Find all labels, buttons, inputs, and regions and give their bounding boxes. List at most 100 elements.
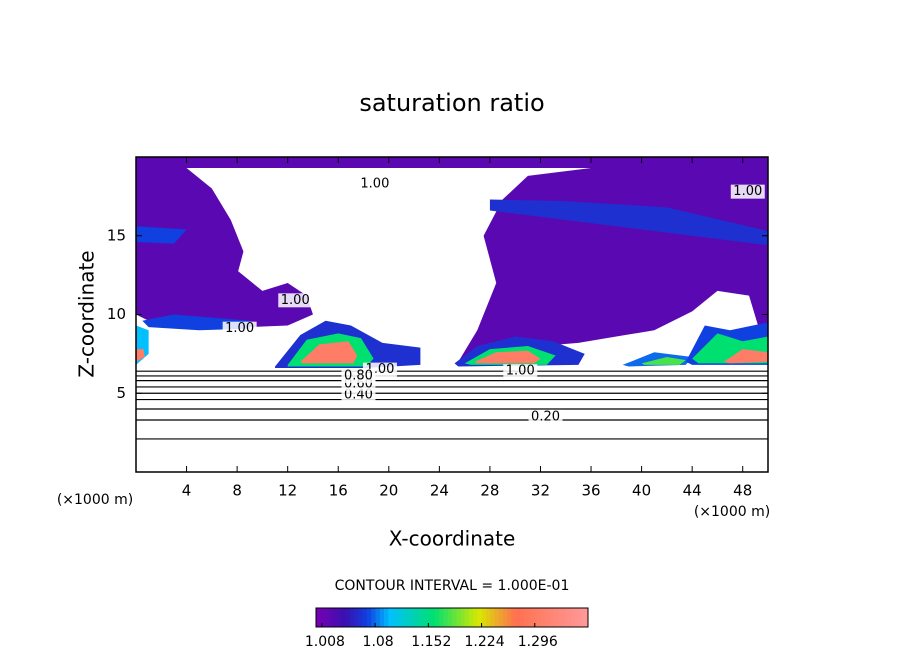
colorbar-cell <box>566 608 572 627</box>
filled-region <box>136 226 187 244</box>
filled-region <box>723 349 768 364</box>
x-tick-label: 48 <box>733 482 752 500</box>
colorbar-cell <box>579 608 585 627</box>
colorbar-cell <box>426 608 432 627</box>
colorbar-cell <box>524 608 529 627</box>
colorbar-cell <box>554 608 559 627</box>
colorbar-cell <box>520 608 525 627</box>
colorbar-cell <box>562 608 568 627</box>
x-tick-label: 12 <box>278 482 297 500</box>
colorbar-cell <box>435 608 440 627</box>
colorbar-cell <box>515 608 521 627</box>
colorbar-cell <box>333 608 338 627</box>
colorbar-cell <box>486 608 491 627</box>
colorbar-cell <box>464 608 470 627</box>
colorbar-cell <box>511 608 517 627</box>
x-tick-label: 28 <box>480 482 499 500</box>
colorbar-cell <box>507 608 512 627</box>
colorbar-cell <box>549 608 555 627</box>
colorbar-tick-label: 1.08 <box>363 634 394 650</box>
colorbar-cell <box>418 608 423 627</box>
colorbar-cell <box>384 608 389 627</box>
colorbar-cell <box>388 608 393 627</box>
colorbar-cell <box>473 608 478 627</box>
colorbar-tick-label: 1.152 <box>411 634 451 650</box>
colorbar-cell <box>503 608 508 627</box>
filled-region <box>136 349 145 362</box>
contour-label: 1.00 <box>733 184 762 199</box>
contour-label: 1.00 <box>281 293 310 308</box>
colorbar-cell <box>498 608 504 627</box>
colorbar-tick-label: 1.296 <box>518 634 558 650</box>
colorbar-cell <box>439 608 444 627</box>
colorbar-cell <box>469 608 474 627</box>
x-tick-label: 32 <box>531 482 550 500</box>
colorbar-cell <box>583 608 589 627</box>
contour-label-bg <box>357 176 392 191</box>
x-tick-label: 44 <box>683 482 702 500</box>
colorbar-cell <box>375 608 381 627</box>
contour-label: 1.00 <box>360 176 389 191</box>
colorbar-cell <box>490 608 495 627</box>
contour-label-bg <box>222 321 257 336</box>
colorbar-cell <box>532 608 538 627</box>
colorbar-cell <box>409 608 415 627</box>
colorbar-cell <box>537 608 542 627</box>
colorbar-cell <box>401 608 406 627</box>
colorbar-cell <box>396 608 402 627</box>
colorbar-cell <box>358 608 364 627</box>
x-tick-label: 20 <box>379 482 398 500</box>
colorbar-cell <box>575 608 580 627</box>
colorbar-cell <box>494 608 500 627</box>
colorbar-cell <box>392 608 398 627</box>
colorbar-cell <box>460 608 466 627</box>
colorbar-cell <box>316 608 321 627</box>
contour-label-bg <box>503 364 538 379</box>
chart-title: saturation ratio <box>359 89 544 117</box>
contour-label-bg <box>528 409 563 424</box>
colorbar-cell <box>328 608 334 627</box>
x-axis-label: X-coordinate <box>389 527 516 551</box>
contour-label-bg <box>278 293 313 308</box>
colorbar-cell <box>443 608 449 627</box>
colorbar-cell <box>379 608 385 627</box>
colorbar-cell <box>558 608 563 627</box>
colorbar-cell <box>371 608 376 627</box>
filled-region <box>489 199 768 246</box>
colorbar-cell <box>456 608 461 627</box>
colorbar-cell <box>528 608 534 627</box>
x-tick-label: 24 <box>430 482 449 500</box>
y-tick-label: 5 <box>116 384 126 402</box>
colorbar-cell <box>481 608 487 627</box>
colorbar-cell <box>541 608 546 627</box>
filled-region <box>136 157 768 169</box>
x-unit-label: (×1000 m) <box>57 492 133 508</box>
contour-label-bg <box>730 184 765 199</box>
colorbar-frame <box>315 607 589 628</box>
colorbar-cell <box>337 608 342 627</box>
colorbar-cell <box>362 608 368 627</box>
colorbar-cell <box>452 608 457 627</box>
contour-interval: CONTOUR INTERVAL = 1.000E-01 <box>335 578 570 594</box>
y-tick-label: 10 <box>107 305 126 323</box>
contour-label: 0.40 <box>344 387 373 402</box>
colorbar-cell <box>341 608 347 627</box>
contour-label: 1.00 <box>225 321 254 336</box>
colorbar-cell <box>447 608 453 627</box>
colorbar-cell <box>571 608 576 627</box>
filled-region <box>136 270 313 328</box>
filled-region <box>474 350 541 364</box>
y-axis-label: Z-coordinate <box>75 250 99 377</box>
colorbar-cell <box>413 608 419 627</box>
colorbar-cell <box>345 608 351 627</box>
filled-region <box>136 168 244 312</box>
colorbar-cell <box>367 608 372 627</box>
x-tick-label: 16 <box>329 482 348 500</box>
colorbar-cell <box>405 608 410 627</box>
contour-label-bg <box>341 368 376 383</box>
contour-label-bg <box>341 387 376 402</box>
colorbar-cell <box>350 608 355 627</box>
colorbar-cell <box>422 608 427 627</box>
contour-label: 0.20 <box>531 409 560 424</box>
